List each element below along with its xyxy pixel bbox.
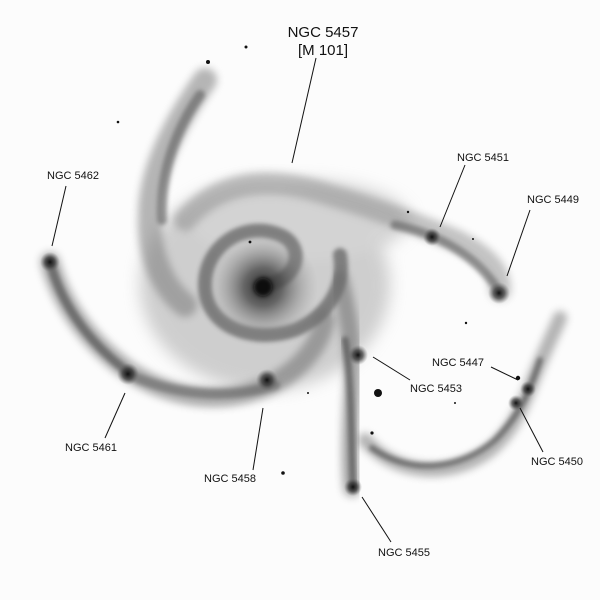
field-stars [116, 45, 521, 475]
leader-ngc5458 [252, 407, 264, 471]
leader-ngc5449 [506, 209, 531, 277]
label-ngc5458: NGC 5458 [204, 473, 256, 485]
label-ngc5453: NGC 5453 [410, 383, 462, 395]
label-ngc5450: NGC 5450 [531, 456, 583, 468]
label-ngc5455: NGC 5455 [378, 547, 430, 559]
leader-ngc5457 [291, 57, 317, 164]
label-ngc5462: NGC 5462 [47, 170, 99, 182]
leader-ngc5450 [519, 407, 544, 453]
leader-ngc5451 [439, 164, 466, 228]
leader-ngc5462 [51, 185, 67, 247]
label-ngc5461: NGC 5461 [65, 442, 117, 454]
hii-regions [40, 228, 536, 496]
label-ngc5451: NGC 5451 [457, 152, 509, 164]
galaxy-title: NGC 5457 [288, 24, 359, 41]
leader-ngc5453 [372, 356, 411, 381]
label-ngc5447: NGC 5447 [432, 357, 484, 369]
galaxy-core [208, 232, 318, 342]
leader-ngc5447 [490, 366, 519, 381]
label-ngc5449: NGC 5449 [527, 194, 579, 206]
spiral-arms [40, 68, 567, 497]
leader-ngc5455 [361, 496, 392, 543]
leader-ngc5461 [104, 392, 126, 439]
galaxy-subtitle: [M 101] [298, 42, 348, 59]
labels: NGC 5457 [M 101] NGC 5462 NGC 5451 NGC 5… [47, 24, 583, 559]
leader-lines [51, 57, 544, 543]
